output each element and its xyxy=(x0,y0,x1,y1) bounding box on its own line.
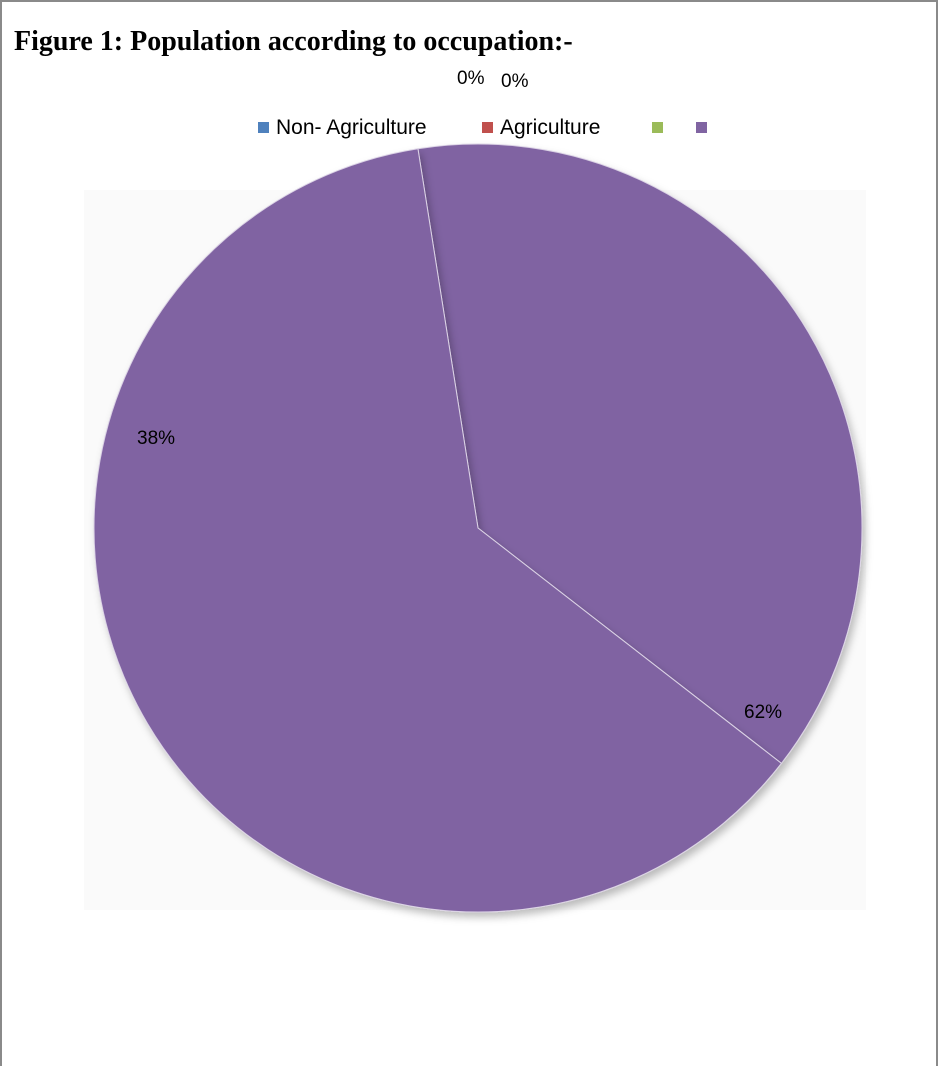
pie-slices xyxy=(93,143,863,913)
data-labels: 0% 0% 38% 62% xyxy=(137,68,782,723)
data-label: 38% xyxy=(137,428,175,449)
legend: Non- Agriculture Agriculture xyxy=(258,116,707,139)
data-label: 0% xyxy=(501,71,529,92)
legend-label: Agriculture xyxy=(500,116,600,139)
data-label: 62% xyxy=(744,702,782,723)
figure-title: Figure 1: Population according to occupa… xyxy=(14,26,573,57)
legend-swatch xyxy=(652,122,663,133)
legend-swatch xyxy=(696,122,707,133)
legend-label: Non- Agriculture xyxy=(276,116,427,139)
pie-slice xyxy=(417,143,863,765)
legend-swatch xyxy=(258,122,269,133)
data-label: 0% xyxy=(457,68,485,89)
pie-slice xyxy=(93,148,783,913)
legend-swatch xyxy=(482,122,493,133)
